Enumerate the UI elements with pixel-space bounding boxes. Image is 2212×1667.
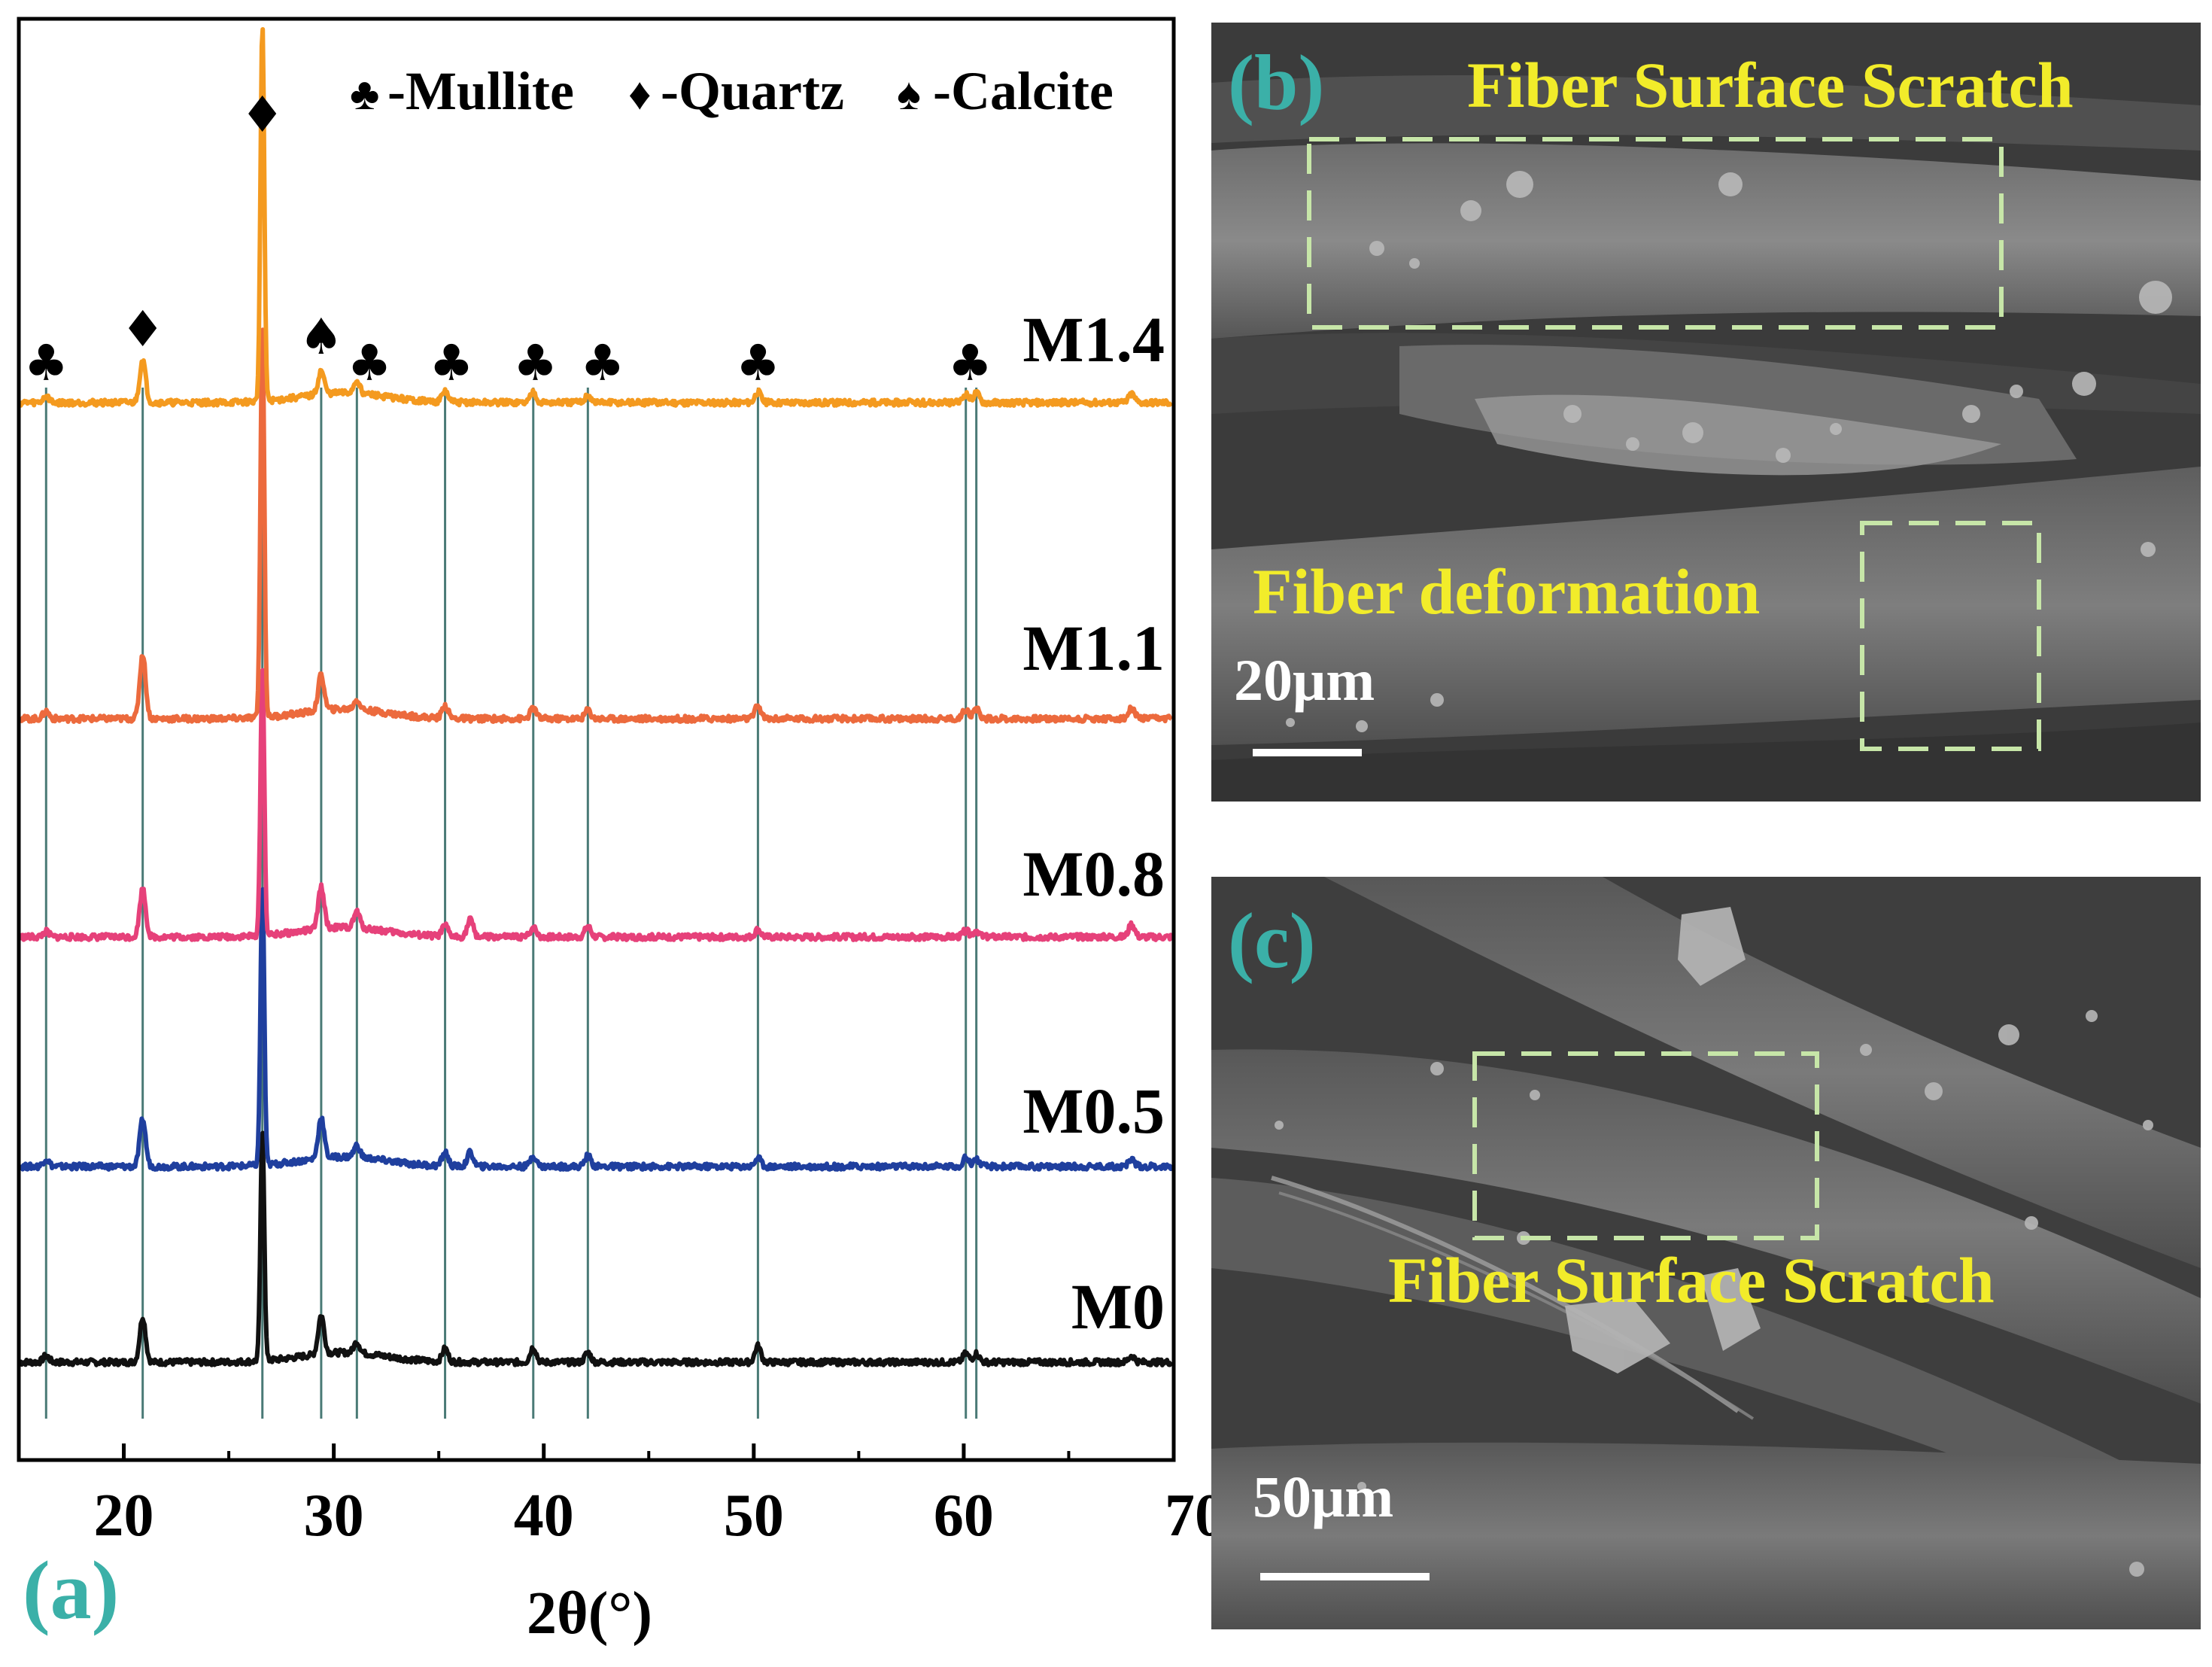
series-label-M0: M0 [1071, 1270, 1165, 1343]
sem-image-b: (b) Fiber Surface Scratch Fiber deformat… [1211, 23, 2201, 802]
plot-frame [17, 17, 1176, 1462]
series-label-M0-8: M0.8 [1022, 838, 1165, 910]
x-tick-label-30: 30 [304, 1483, 364, 1549]
x-tick-label-40: 40 [514, 1483, 574, 1549]
legend-calcite-symbol: ♠ [897, 69, 921, 119]
series-label-M0-5: M0.5 [1022, 1075, 1165, 1147]
panel-label-c: (c) [1228, 896, 1316, 984]
box-fiber-deformation [1860, 521, 2041, 751]
box-fiber-surface-scratch-c [1472, 1051, 1819, 1240]
panel-label-b: (b) [1228, 38, 1324, 126]
x-tick-label-20: 20 [94, 1483, 154, 1549]
marker-quartz-1: ♦ [120, 300, 165, 358]
legend-mullite-symbol: ♣ [350, 69, 379, 119]
panel-label-a: (a) [23, 1544, 119, 1636]
sem-image-c: (c) Fiber Surface Scratch 50μm [1211, 877, 2201, 1629]
marker-calcite-3: ♠ [299, 308, 343, 366]
x-tick-label-60: 60 [934, 1483, 994, 1549]
legend-mullite-label: -Mullite [387, 61, 574, 121]
annotation-fiber-surface-scratch-b: Fiber Surface Scratch [1467, 49, 2074, 121]
legend: ♣ -Mullite ♦ -Quartz ♠ -Calcite [350, 61, 1114, 121]
marker-mullite-8: ♣ [736, 334, 780, 392]
sem-panel-c: (c) Fiber Surface Scratch 50μm [1211, 877, 2201, 1629]
phase-markers: ♣♦♦♠ ♣ ♣ ♣ ♣ ♣ ♣ [24, 86, 992, 392]
x-tick-label-50: 50 [724, 1483, 784, 1549]
series-line-M0-5 [17, 887, 1174, 1172]
legend-calcite-label: -Calcite [933, 61, 1114, 121]
marker-mullite-4: ♣ [347, 334, 391, 392]
box-fiber-surface-scratch-b [1307, 137, 2004, 330]
marker-mullite-0: ♣ [24, 334, 68, 392]
scale-bar-label-c: 50μm [1253, 1464, 1393, 1529]
marker-mullite-6: ♣ [513, 334, 558, 392]
series-label-M1-1: M1.1 [1022, 612, 1165, 684]
annotation-fiber-deformation: Fiber deformation [1253, 555, 1760, 628]
reference-lines [44, 388, 978, 1419]
series-layer [17, 27, 1174, 1367]
series-line-M0 [18, 1130, 1174, 1367]
scale-bar-label-b: 20μm [1234, 647, 1375, 713]
annotation-fiber-surface-scratch-c: Fiber Surface Scratch [1388, 1244, 1995, 1316]
x-axis-label: 2θ(°) [527, 1580, 652, 1647]
legend-quartz-symbol: ♦ [628, 69, 652, 119]
marker-mullite-9: ♣ [948, 334, 992, 392]
scale-bar-b [1253, 749, 1362, 756]
legend-quartz-label: -Quartz [661, 61, 844, 121]
marker-quartz-2: ♦ [240, 86, 284, 144]
series-line-M0-8 [17, 668, 1174, 942]
series-line-M1-1 [18, 327, 1174, 724]
series-line-M1-4 [17, 27, 1174, 408]
sem-panel-b: (b) Fiber Surface Scratch Fiber deformat… [1211, 23, 2201, 802]
marker-mullite-5: ♣ [429, 334, 473, 392]
series-labels: M0 M0.5 M0.8 M1.1 M1.4 [1022, 303, 1165, 1343]
series-label-M1-4: M1.4 [1022, 303, 1165, 376]
scale-bar-c [1260, 1573, 1430, 1580]
marker-mullite-7: ♣ [580, 334, 624, 392]
